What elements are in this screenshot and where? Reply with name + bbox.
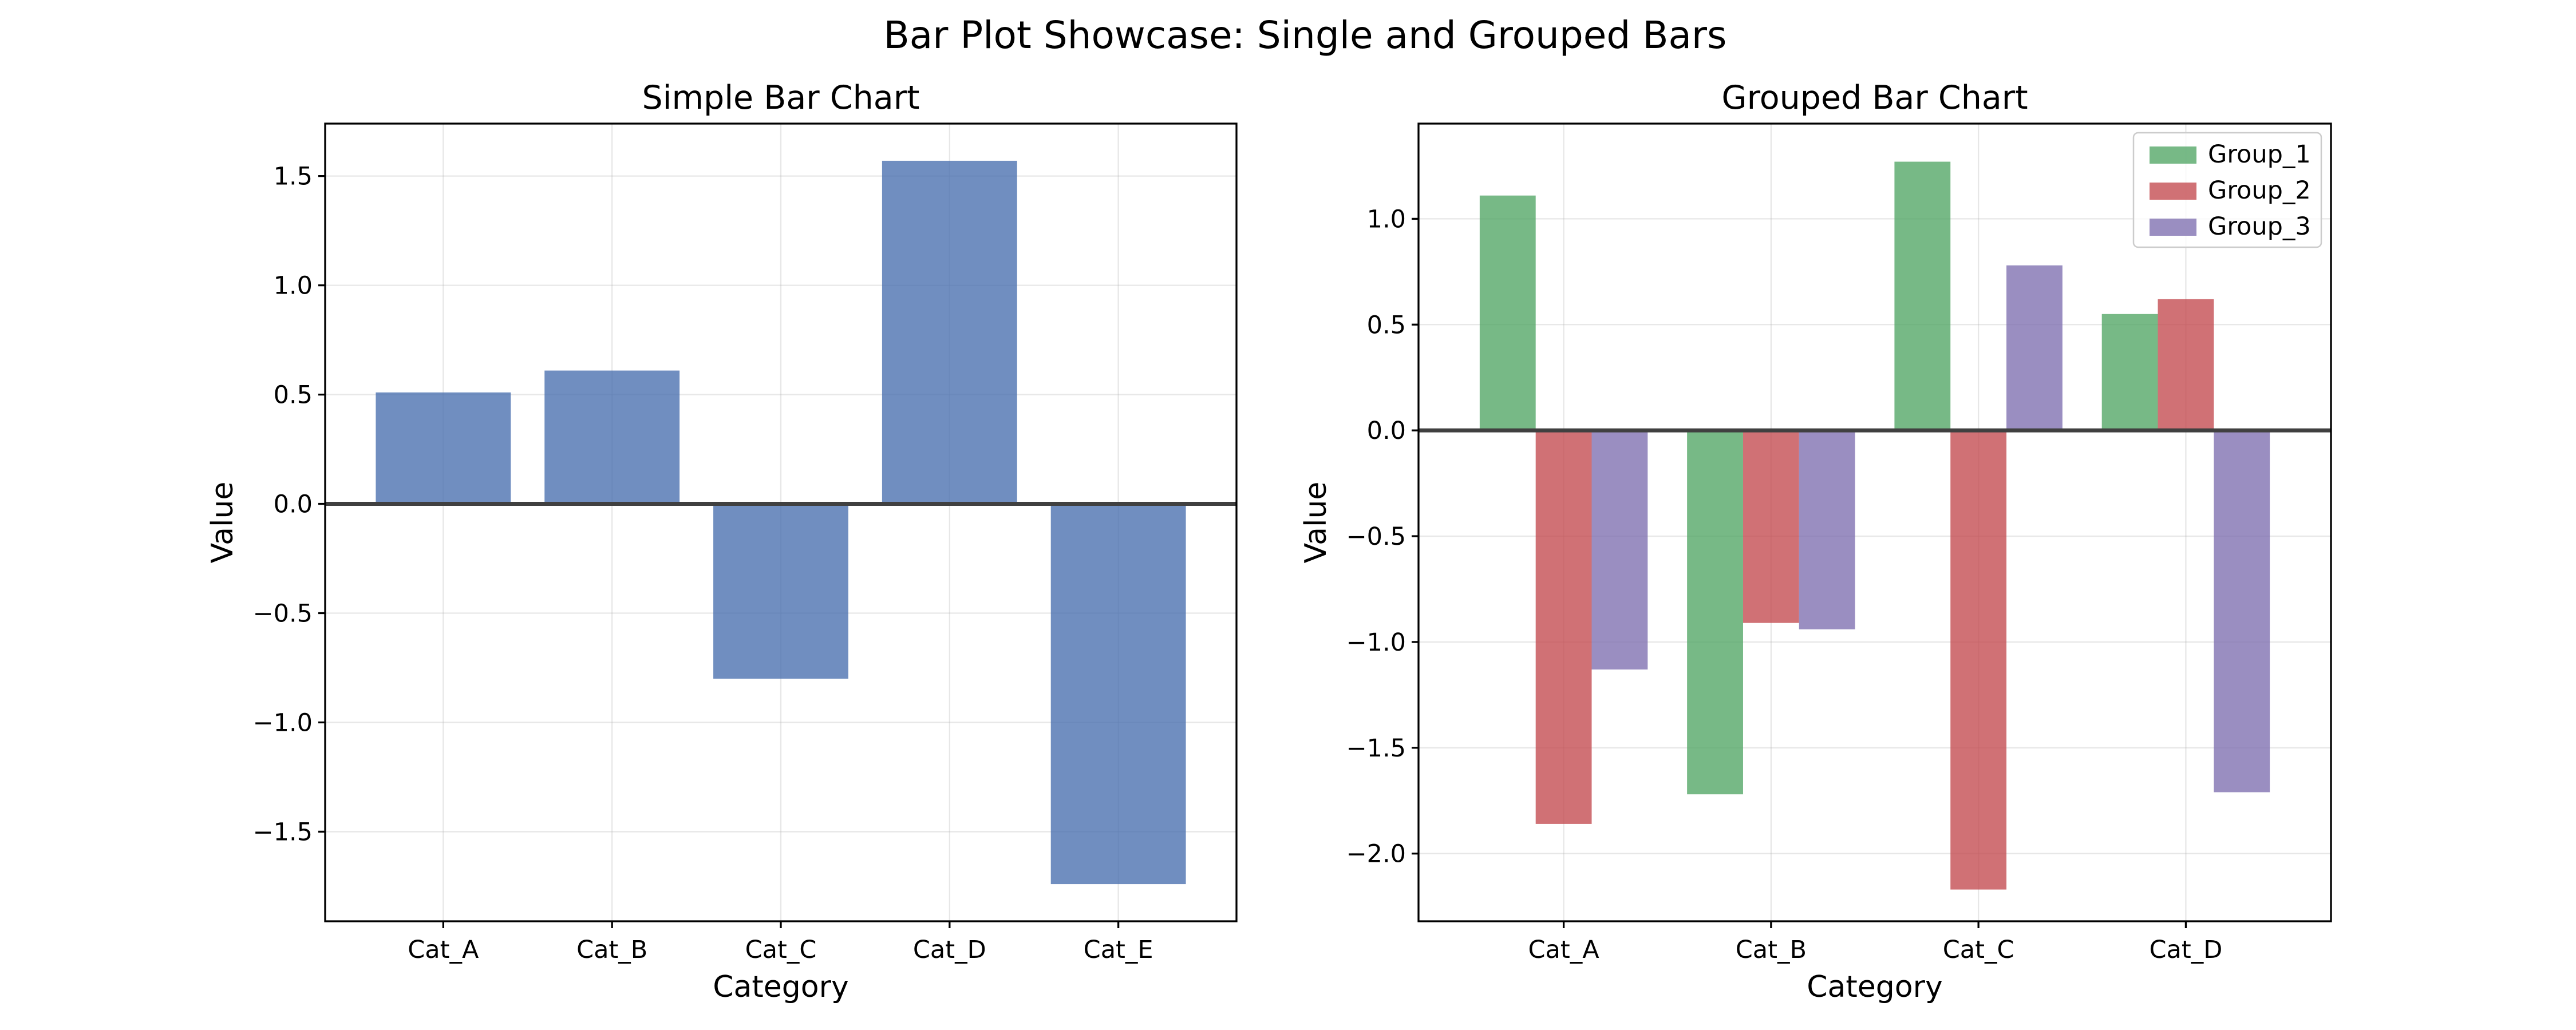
y-tick-label: 0.5 [1367, 311, 1406, 339]
y-tick-label: 1.5 [274, 163, 313, 191]
bar-Cat_D [882, 160, 1017, 504]
x-axis-label: Category [713, 970, 849, 1004]
legend-swatch-Group_3 [2150, 219, 2196, 236]
bar-Cat_A [376, 392, 511, 504]
x-tick-label: Cat_B [576, 936, 647, 964]
bar-Group_2-Cat_D [2158, 299, 2214, 431]
y-tick-label: 0.0 [274, 490, 313, 519]
bar-Group_3-Cat_D [2214, 430, 2270, 793]
y-tick-label: 1.0 [274, 272, 313, 300]
bar-Group_1-Cat_D [2101, 314, 2158, 431]
bar-Group_1-Cat_C [1894, 161, 1951, 431]
y-tick-label: 0.5 [274, 381, 313, 410]
bar-Group_2-Cat_C [1950, 430, 2007, 890]
y-tick-label: −0.5 [253, 599, 313, 628]
legend: Group_1 Group_2 Group_3 [2132, 132, 2322, 248]
x-axis-label: Category [1807, 970, 1943, 1004]
y-tick-label: −1.0 [253, 708, 313, 737]
figure-title: Bar Plot Showcase: Single and Grouped Ba… [884, 13, 1727, 57]
x-tick-label: Cat_C [745, 936, 817, 964]
chart-title: Grouped Bar Chart [1721, 79, 2028, 117]
y-axis-label: Value [206, 482, 240, 564]
chart-title: Simple Bar Chart [642, 79, 920, 117]
chart-1: −1.5 −1.0 −0.5 0.0 0.5 1.0 1.5 Cat_A Cat_B Cat_C C… [206, 79, 1238, 1004]
y-tick-label: 0.0 [1367, 417, 1406, 445]
y-tick-label: −0.5 [1346, 522, 1406, 551]
bar-Group_3-Cat_A [1591, 430, 1648, 670]
bars [1479, 161, 2270, 890]
legend-swatch-Group_1 [2150, 146, 2196, 164]
x-tick-label: Cat_B [1736, 936, 1807, 964]
bar-Group_2-Cat_B [1743, 430, 1799, 623]
y-tick-label: −1.5 [1346, 734, 1406, 763]
bar-Cat_C [713, 504, 848, 679]
bar-Cat_E [1050, 504, 1186, 885]
bar-Group_2-Cat_A [1535, 430, 1592, 824]
y-tick-label: −2.0 [1346, 840, 1406, 869]
y-axis-label: Value [1299, 482, 1333, 564]
x-tick-label: Cat_D [913, 936, 986, 964]
bars [376, 160, 1186, 885]
legend-swatch-Group_2 [2150, 183, 2196, 200]
bar-Group_1-Cat_B [1687, 430, 1743, 795]
y-tick-label: −1.5 [253, 818, 313, 846]
legend-label: Group_1 [2208, 140, 2311, 169]
bar-Group_3-Cat_C [2006, 265, 2063, 431]
legend-label: Group_2 [2208, 176, 2311, 205]
bar-Group_3-Cat_B [1799, 430, 1855, 629]
x-tick-label: Cat_D [2149, 936, 2222, 964]
x-tick-label: Cat_C [1943, 936, 2014, 964]
y-tick-label: −1.0 [1346, 628, 1406, 657]
legend-label: Group_3 [2208, 212, 2311, 241]
axes-frame [1417, 122, 2332, 922]
y-tick-label: 1.0 [1367, 205, 1406, 233]
chart-2: −2.0 −1.5 −1.0 −0.5 0.0 0.5 1.0 Cat_A Cat_B Cat_C… [1299, 79, 2332, 1004]
bar-Cat_B [544, 370, 680, 504]
bar-Group_1-Cat_A [1479, 195, 1536, 431]
x-tick-label: Cat_A [1528, 936, 1600, 964]
x-tick-label: Cat_E [1084, 936, 1153, 964]
x-tick-label: Cat_A [408, 936, 479, 964]
